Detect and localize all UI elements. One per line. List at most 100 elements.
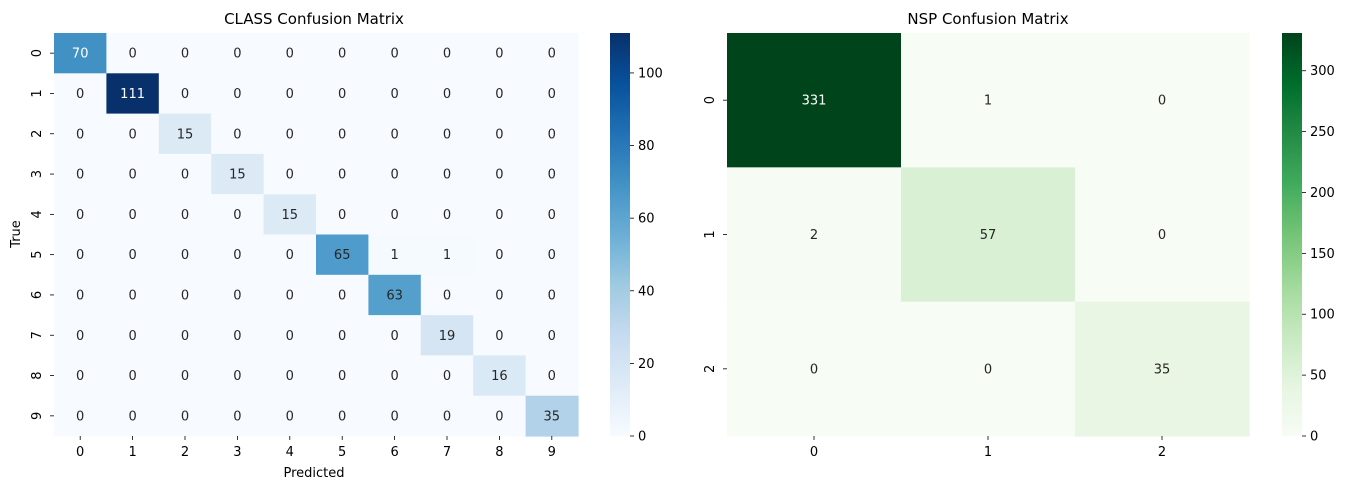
nsp-colorbar: 0 50 100 150 200 250 300 — [1282, 33, 1335, 445]
class-cell-value-7-9: 0 — [548, 329, 556, 344]
class-cell-9-6 — [368, 395, 422, 437]
class-y-tick-label-7: 7 — [30, 331, 45, 339]
class-cell-3-5 — [316, 153, 369, 195]
class-x-tick-label-4: 4 — [286, 445, 294, 460]
class-cell-value-8-4: 0 — [286, 369, 294, 384]
class-cell-2-6 — [368, 113, 422, 155]
class-cell-7-3 — [211, 315, 265, 356]
class-cell-8-3 — [211, 355, 265, 397]
class-cell-7-6 — [368, 315, 422, 356]
class-cell-4-4 — [263, 194, 317, 236]
class-cell-value-5-2: 0 — [181, 248, 189, 263]
class-x-tick-label-8: 8 — [495, 445, 503, 460]
nsp-colorbar-tick-label-0: 0 — [1310, 430, 1318, 445]
class-cell-value-6-7: 0 — [443, 288, 451, 303]
class-cell-value-0-0: 70 — [72, 47, 89, 62]
class-cell-0-3 — [211, 33, 265, 74]
class-cell-9-4 — [263, 395, 317, 437]
class-cell-value-3-2: 0 — [181, 168, 189, 183]
class-x-tick-label-3: 3 — [233, 445, 241, 460]
class-cell-3-1 — [106, 153, 160, 195]
class-x-ticks: 0 1 2 3 4 5 6 7 8 9 — [76, 436, 556, 460]
class-colorbar-tick-label-3: 60 — [638, 212, 655, 227]
class-cell-value-4-6: 0 — [390, 208, 398, 223]
class-cell-9-8 — [473, 395, 527, 437]
class-cell-value-0-5: 0 — [338, 47, 346, 62]
class-cell-3-2 — [158, 153, 212, 195]
class-y-tick-label-3: 3 — [30, 170, 45, 178]
class-cell-0-2 — [158, 33, 212, 74]
class-cell-9-5 — [316, 395, 369, 437]
class-cell-value-5-6: 1 — [390, 248, 398, 263]
class-cell-4-8 — [473, 194, 527, 236]
class-cell-7-7 — [420, 315, 474, 356]
class-cell-value-1-8: 0 — [495, 87, 503, 102]
class-cell-value-1-1: 111 — [120, 87, 145, 102]
class-cell-6-4 — [263, 274, 317, 316]
class-cell-7-1 — [106, 315, 160, 356]
nsp-colorbar-tick-label-1: 50 — [1310, 369, 1327, 384]
nsp-cell-1-1 — [901, 167, 1076, 303]
class-cell-4-1 — [106, 194, 160, 236]
class-cell-value-9-5: 0 — [338, 409, 346, 424]
class-cell-value-6-2: 0 — [181, 288, 189, 303]
class-cell-8-5 — [316, 355, 369, 397]
class-cell-value-4-0: 0 — [76, 208, 84, 223]
class-cell-8-9 — [525, 355, 579, 397]
class-cell-value-2-6: 0 — [390, 127, 398, 142]
class-cell-2-4 — [263, 113, 317, 155]
class-cell-8-6 — [368, 355, 422, 397]
nsp-x-tick-label-0: 0 — [810, 445, 818, 460]
class-cell-6-7 — [420, 274, 474, 316]
nsp-x-tick-label-1: 1 — [984, 445, 992, 460]
class-cell-value-7-0: 0 — [76, 329, 84, 344]
class-cell-3-0 — [54, 153, 107, 195]
class-colorbar-tick-label-2: 40 — [638, 284, 655, 299]
class-cell-4-0 — [54, 194, 107, 236]
class-colorbar-gradient — [610, 33, 630, 436]
nsp-cell-1-2 — [1075, 167, 1250, 303]
class-cell-5-3 — [211, 234, 265, 276]
class-cell-0-0 — [54, 33, 107, 74]
class-cell-value-4-2: 0 — [181, 208, 189, 223]
class-cell-value-0-4: 0 — [286, 47, 294, 62]
class-cell-9-2 — [158, 395, 212, 437]
class-cell-value-6-5: 0 — [338, 288, 346, 303]
class-cell-value-0-6: 0 — [390, 47, 398, 62]
nsp-cell-value-1-0: 2 — [810, 228, 818, 243]
class-cell-0-4 — [263, 33, 317, 74]
class-y-tick-label-9: 9 — [30, 412, 45, 420]
class-cell-value-2-2: 15 — [177, 127, 194, 142]
class-cell-value-8-2: 0 — [181, 369, 189, 384]
class-x-tick-label-0: 0 — [76, 445, 84, 460]
class-cell-7-5 — [316, 315, 369, 356]
class-cell-5-0 — [54, 234, 107, 276]
class-cell-5-6 — [368, 234, 422, 276]
class-cell-3-9 — [525, 153, 579, 195]
class-cell-value-8-6: 0 — [390, 369, 398, 384]
class-cell-value-2-3: 0 — [233, 127, 241, 142]
class-cell-value-1-7: 0 — [443, 87, 451, 102]
class-cell-6-3 — [211, 274, 265, 316]
class-cell-value-4-8: 0 — [495, 208, 503, 223]
nsp-x-tick-label-2: 2 — [1158, 445, 1166, 460]
class-cell-value-9-1: 0 — [128, 409, 136, 424]
class-y-tick-label-6: 6 — [30, 291, 45, 299]
class-cell-0-5 — [316, 33, 369, 74]
class-cell-value-6-0: 0 — [76, 288, 84, 303]
class-cell-1-9 — [525, 73, 579, 115]
class-y-axis-label: True — [9, 220, 24, 249]
class-cell-9-9 — [525, 395, 579, 437]
class-cell-value-9-2: 0 — [181, 409, 189, 424]
nsp-cell-2-2 — [1075, 301, 1250, 437]
class-cell-1-6 — [368, 73, 422, 115]
nsp-cell-value-1-2: 0 — [1158, 228, 1166, 243]
class-cell-value-0-7: 0 — [443, 47, 451, 62]
class-cell-1-3 — [211, 73, 265, 115]
class-cell-4-7 — [420, 194, 474, 236]
class-cell-value-7-3: 0 — [233, 329, 241, 344]
class-cell-0-9 — [525, 33, 579, 74]
class-cell-8-4 — [263, 355, 317, 397]
nsp-cell-1-0 — [727, 167, 902, 303]
